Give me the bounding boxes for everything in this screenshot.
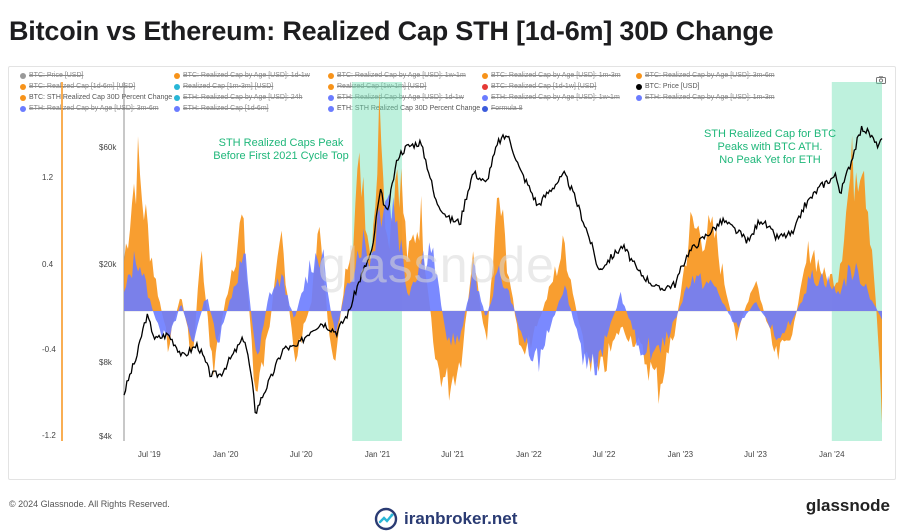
x-axis-tick: Jul '21	[441, 450, 465, 459]
legend-label: BTC: Realized Cap [1d-1w] [USD]	[491, 83, 597, 90]
legend-dot-icon	[174, 94, 180, 101]
legend-label: ETH: Realized Cap [1d-6m]	[183, 105, 269, 112]
btc-sth-area	[124, 92, 882, 424]
legend-label: ETH: Realized Cap by Age [USD]: 1m-3m	[645, 94, 775, 101]
camera-icon[interactable]	[876, 76, 886, 84]
legend-label: Formula 8	[491, 105, 523, 112]
legend-item[interactable]: BTC: Price [USD]	[20, 72, 83, 79]
left-axis-tick: 1.2	[42, 173, 54, 182]
legend-item[interactable]: Realized Cap [1m-3m] [USD]	[174, 83, 273, 90]
legend-item[interactable]: ETH: Realized Cap by Age [USD]: 1m-3m	[636, 94, 775, 101]
glassnode-brand: glassnode	[805, 496, 890, 515]
legend-item[interactable]: BTC: Realized Cap [1d-1w] [USD]	[482, 83, 596, 90]
left-axis-tick: -1.2	[42, 431, 56, 440]
left-axis-tick: 0.4	[42, 260, 54, 269]
x-axis-tick: Jul '20	[289, 450, 313, 459]
left-axis-tick: -0.4	[42, 345, 56, 354]
right-axis-tick: $8k	[99, 358, 112, 368]
legend-label: BTC: Price [USD]	[29, 72, 84, 79]
x-axis-tick: Jul '19	[137, 450, 161, 459]
legend-label: ETH: Realized Cap by Age [USD]: 3m-6m	[29, 105, 159, 112]
annotation-right-line3: No Peak Yet for ETH	[719, 154, 821, 166]
legend-dot-icon	[174, 105, 180, 112]
legend-item[interactable]: BTC: Realized Cap by Age [USD]: 1m-3m	[482, 72, 621, 79]
legend-dot-icon	[482, 83, 488, 90]
x-axis-tick: Jan '24	[819, 450, 845, 459]
legend-label: BTC: STH Realized Cap 30D Percent Change	[29, 94, 173, 101]
legend-item[interactable]: BTC: Realized Cap [1d-6m] [USD]	[20, 83, 135, 90]
annotation-right-line1: STH Realized Cap for BTC	[703, 128, 837, 140]
legend-dot-icon	[20, 94, 26, 101]
legend-dot-icon	[636, 72, 642, 79]
legend-item[interactable]: BTC: Realized Cap by Age [USD]: 1w-1m	[328, 72, 466, 79]
x-axis-tick: Jul '23	[744, 450, 767, 459]
legend-dot-icon	[482, 105, 488, 112]
legend-dot-icon	[20, 72, 26, 79]
annotation-left-line1: STH Realized Caps Peak	[218, 137, 344, 149]
legend-item[interactable]: BTC: Price [USD]	[636, 83, 699, 90]
legend-dot-icon	[328, 105, 334, 112]
legend-dot-icon	[482, 72, 488, 79]
iranbroker-logo[interactable]: iranbroker.net	[374, 507, 517, 531]
legend-item[interactable]: ETH: STH Realized Cap 30D Percent Change	[328, 105, 480, 112]
annotation-left: STH Realized Caps Peak Before First 2021…	[196, 137, 366, 163]
legend-dot-icon	[328, 83, 334, 90]
chart-title: Bitcoin vs Ethereum: Realized Cap STH [1…	[9, 16, 774, 46]
right-axis-tick: $20k	[99, 260, 117, 270]
legend-dot-icon	[174, 83, 180, 90]
x-axis-tick: Jan '23	[667, 450, 694, 459]
legend-dot-icon	[174, 72, 180, 79]
annotation-right-line2: Peaks with BTC ATH.	[717, 141, 823, 153]
legend-label: BTC: Realized Cap by Age [USD]: 1m-3m	[491, 72, 621, 79]
chart-frame	[8, 66, 896, 480]
legend-label: BTC: Realized Cap by Age [USD]: 1d-1w	[183, 72, 310, 79]
watermark: glassnode	[318, 237, 555, 293]
legend-item[interactable]: Formula 8	[482, 105, 523, 112]
legend-item[interactable]: BTC: Realized Cap by Age [USD]: 1d-1w	[174, 72, 310, 79]
legend-dot-icon	[636, 94, 642, 101]
legend-dot-icon	[636, 83, 642, 90]
legend-label: BTC: Price [USD]	[645, 83, 700, 90]
x-axis-tick: Jul '22	[592, 450, 616, 459]
iranbroker-logo-icon	[374, 507, 398, 531]
annotation-left-line2: Before First 2021 Cycle Top	[213, 150, 349, 162]
legend-dot-icon	[328, 72, 334, 79]
btc-price-line	[123, 125, 883, 415]
legend-item[interactable]: BTC: STH Realized Cap 30D Percent Change	[20, 94, 172, 101]
legend-dot-icon	[482, 94, 488, 101]
legend-label: BTC: Realized Cap by Age [USD]: 3m-6m	[645, 72, 775, 79]
legend-label: ETH: Realized Cap by Age [USD]: 24h	[183, 94, 303, 101]
annotation-right: STH Realized Cap for BTC Peaks with BTC …	[690, 128, 850, 167]
legend-dot-icon	[20, 83, 26, 90]
legend-item[interactable]: ETH: Realized Cap by Age [USD]: 24h	[174, 94, 302, 101]
x-axis-tick: Jan '22	[516, 450, 542, 459]
legend-item[interactable]: ETH: Realized Cap by Age [USD]: 3m-6m	[20, 105, 159, 112]
legend-item[interactable]: BTC: Realized Cap by Age [USD]: 3m-6m	[636, 72, 775, 79]
x-axis-tick: Jan '20	[212, 450, 239, 459]
iranbroker-text: iranbroker.net	[404, 509, 518, 528]
legend-label: ETH: Realized Cap by Age [USD]: 1w-1m	[491, 94, 620, 101]
legend-label: Realized Cap [1m-3m] [USD]	[183, 83, 274, 90]
legend-item[interactable]: ETH: Realized Cap by Age [USD]: 1w-1m	[482, 94, 620, 101]
legend-label: BTC: Realized Cap [1d-6m] [USD]	[29, 83, 136, 90]
legend-label: ETH: STH Realized Cap 30D Percent Change	[337, 105, 481, 112]
legend-label: BTC: Realized Cap by Age [USD]: 1w-1m	[337, 72, 466, 79]
copyright-text: © 2024 Glassnode. All Rights Reserved.	[9, 499, 170, 509]
right-axis-tick: $4k	[99, 432, 112, 441]
legend-label: ETH: Realized Cap by Age [USD]: 1d-1w	[337, 94, 464, 101]
legend-label: Realized Cap [1w-1m] [USD]	[337, 83, 427, 90]
legend-dot-icon	[328, 94, 334, 101]
legend-item[interactable]: Realized Cap [1w-1m] [USD]	[328, 83, 426, 90]
legend-item[interactable]: ETH: Realized Cap by Age [USD]: 1d-1w	[328, 94, 464, 101]
legend-item[interactable]: ETH: Realized Cap [1d-6m]	[174, 105, 269, 112]
legend-dot-icon	[20, 105, 26, 112]
right-axis-tick: $60k	[99, 143, 117, 153]
x-axis-tick: Jan '21	[364, 450, 391, 459]
